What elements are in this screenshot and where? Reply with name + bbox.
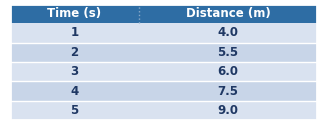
Text: 6.0: 6.0	[217, 65, 239, 78]
Text: 7.5: 7.5	[217, 85, 239, 98]
Text: 4: 4	[70, 85, 78, 98]
Text: 5: 5	[70, 104, 78, 117]
Text: Distance (m): Distance (m)	[186, 7, 270, 20]
Bar	[139, 4, 317, 23]
Bar	[10, 4, 139, 23]
Bar	[139, 81, 317, 101]
Text: Time (s): Time (s)	[47, 7, 101, 20]
Bar	[10, 23, 139, 43]
Bar	[139, 43, 317, 62]
Bar	[10, 101, 139, 120]
Text: 2: 2	[70, 46, 78, 59]
Bar	[10, 81, 139, 101]
Bar	[139, 101, 317, 120]
Text: 5.5: 5.5	[217, 46, 239, 59]
Bar	[139, 62, 317, 81]
Bar	[10, 62, 139, 81]
Text: 1: 1	[70, 26, 78, 39]
Text: 3: 3	[70, 65, 78, 78]
Text: 4.0: 4.0	[217, 26, 239, 39]
Text: 9.0: 9.0	[217, 104, 239, 117]
Bar	[10, 43, 139, 62]
Bar	[139, 23, 317, 43]
